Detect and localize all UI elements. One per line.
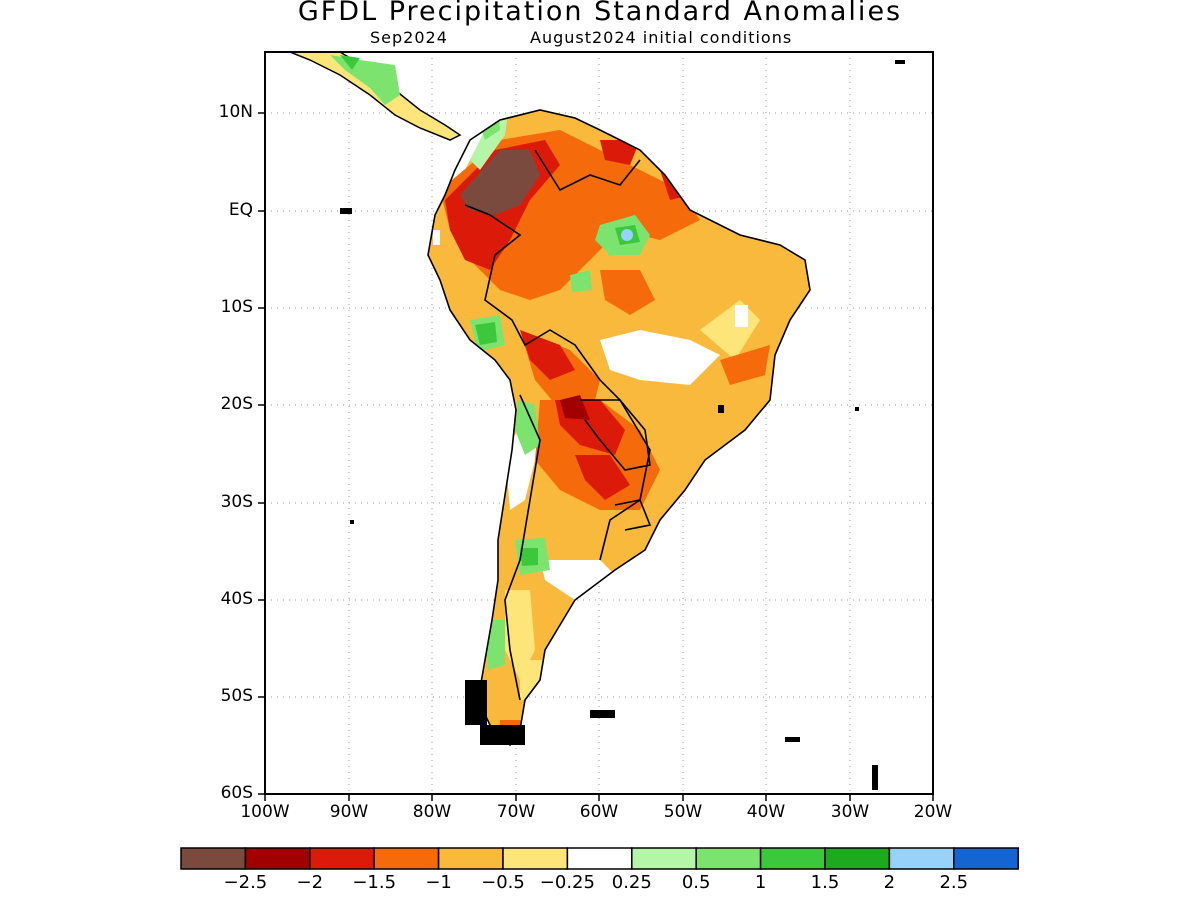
lon-label-60w: 60W [579, 802, 619, 822]
islands [340, 60, 905, 790]
lon-label-100w: 100W [240, 802, 290, 822]
colorbar-tick-label: −0.25 [539, 872, 595, 893]
lat-label-20s: 20S [220, 394, 253, 414]
initial-conditions: August2024 initial conditions [530, 28, 793, 47]
lat-label-30s: 30S [220, 492, 253, 512]
lon-label-30w: 30W [830, 802, 870, 822]
lon-label-40w: 40W [746, 802, 786, 822]
lat-label-50s: 50S [220, 686, 253, 706]
lon-label-20w: 20W [913, 802, 953, 822]
colorbar-swatch [373, 847, 440, 870]
colorbar-swatch [309, 847, 375, 870]
lat-label-40s: 40S [220, 589, 253, 609]
colorbar-tick-label: 0.25 [611, 872, 652, 893]
colorbar-swatch [824, 847, 891, 870]
colorbar-tick-label: −0.5 [481, 872, 525, 893]
colorbar-swatch [888, 847, 955, 870]
colorbar-tick-label: 1 [754, 872, 767, 893]
colorbar-swatch [244, 847, 311, 870]
axis-ticks [258, 112, 934, 801]
lat-label-10s: 10S [220, 297, 253, 317]
colorbar-tick-label: 0.5 [681, 872, 711, 893]
colorbar-tick-label: 2 [883, 872, 896, 893]
colorbar [180, 847, 1019, 870]
south-america-anomalies [428, 110, 810, 745]
colorbar-tick-label: 1.5 [810, 872, 840, 893]
lon-label-90w: 90W [329, 802, 369, 822]
colorbar-swatch [631, 847, 697, 870]
lat-label-eq: EQ [228, 200, 253, 220]
colorbar-tick-label: −2.5 [223, 872, 268, 893]
colorbar-tick-label: −2 [296, 872, 324, 893]
colorbar-swatch [180, 847, 247, 870]
lon-label-80w: 80W [412, 802, 452, 822]
lon-label-50w: 50W [663, 802, 703, 822]
colorbar-tick-label: 2.5 [939, 872, 969, 893]
colorbar-swatch [502, 847, 569, 870]
colorbar-swatch [759, 847, 826, 870]
map-title: GFDL Precipitation Standard Anomalies [297, 0, 903, 27]
central-america [289, 52, 462, 141]
colorbar-swatch [437, 847, 504, 870]
colorbar-swatch [566, 847, 633, 870]
lon-label-70w: 70W [496, 802, 536, 822]
coastline-borders [427, 109, 811, 747]
lat-label-60s: 60S [220, 783, 253, 803]
colorbar-tick-label: −1.5 [352, 872, 397, 893]
colorbar-tick-label: −1 [425, 872, 452, 893]
lat-label-10n: 10N [218, 102, 253, 122]
forecast-month: Sep2024 [370, 28, 448, 47]
colorbar-swatch [695, 847, 762, 870]
colorbar-swatch [953, 847, 1019, 870]
